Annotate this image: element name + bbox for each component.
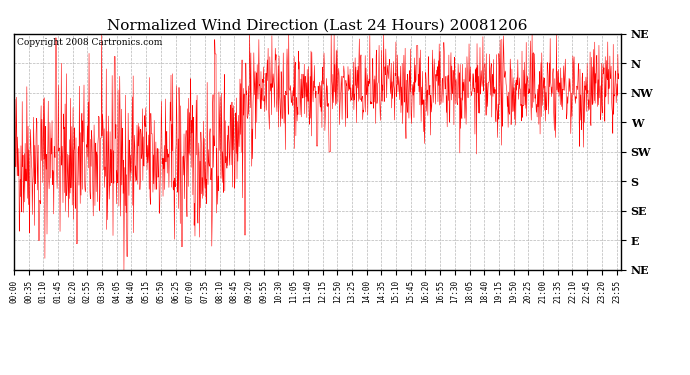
Text: Copyright 2008 Cartronics.com: Copyright 2008 Cartronics.com bbox=[17, 39, 162, 48]
Title: Normalized Wind Direction (Last 24 Hours) 20081206: Normalized Wind Direction (Last 24 Hours… bbox=[107, 19, 528, 33]
